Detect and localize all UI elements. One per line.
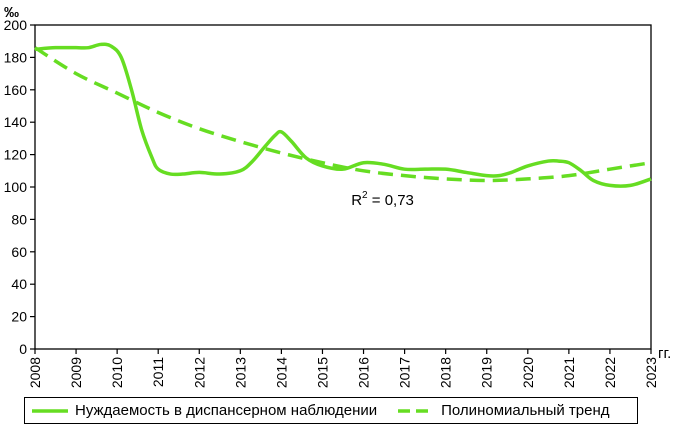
x-tick-label: 2020 bbox=[520, 357, 536, 388]
y-tick-label: 200 bbox=[4, 17, 28, 33]
r-squared-symbol: R bbox=[351, 192, 362, 209]
x-tick-label: 2009 bbox=[68, 357, 84, 388]
x-tick-label: 2011 bbox=[150, 357, 166, 387]
x-tick-label: 2015 bbox=[314, 357, 330, 388]
x-tick-label: 2021 bbox=[561, 357, 577, 388]
series-line-trend bbox=[34, 46, 652, 183]
r-squared-exponent: 2 bbox=[362, 190, 368, 201]
x-tick-label: 2008 bbox=[27, 357, 43, 388]
legend-item-dashed: Полиномиальный тренд bbox=[391, 402, 610, 419]
x-tick-label: 2014 bbox=[273, 357, 289, 388]
x-tick-label: 2018 bbox=[438, 357, 454, 388]
y-tick-label: 80 bbox=[11, 211, 27, 227]
x-tick-label: 2023 bbox=[643, 357, 659, 388]
x-tick-label: 2019 bbox=[479, 357, 495, 388]
axes: 0 20 40 60 80 100 120 140 160 180 200 2008 2009 2010 2… bbox=[4, 4, 672, 388]
y-tick-label: 120 bbox=[4, 147, 28, 163]
legend-swatch-dashed bbox=[398, 408, 435, 413]
x-tick-label: 2022 bbox=[602, 357, 618, 388]
legend-item-solid: Нуждаемость в диспансерном наблюдении bbox=[25, 402, 377, 419]
series-line-solid bbox=[34, 42, 652, 188]
y-axis-label: ‰ bbox=[4, 4, 19, 21]
y-tick-label: 60 bbox=[11, 244, 27, 260]
y-tick-label: 0 bbox=[19, 341, 27, 357]
y-tick-label: 160 bbox=[4, 82, 28, 98]
y-tick-label: 100 bbox=[4, 179, 28, 195]
x-tick-label: 2013 bbox=[232, 357, 248, 388]
x-tick-label: 2017 bbox=[397, 357, 413, 388]
y-tick-label: 180 bbox=[4, 49, 28, 65]
legend: Нуждаемость в диспансерном наблюдении По… bbox=[24, 397, 638, 424]
x-tick-label: 2010 bbox=[109, 357, 125, 388]
legend-label-solid: Нуждаемость в диспансерном наблюдении bbox=[75, 402, 378, 419]
annotation-layer: R2 = 0,73 bbox=[351, 190, 414, 209]
r-squared-annotation: R2 = 0,73 bbox=[351, 190, 414, 209]
legend-label-dashed: Полиномиальный тренд bbox=[441, 402, 610, 419]
x-tick-label: 2016 bbox=[356, 357, 372, 388]
legend-swatch-solid bbox=[32, 408, 68, 413]
r-squared-value: = 0,73 bbox=[368, 192, 414, 209]
y-tick-label: 40 bbox=[11, 276, 27, 292]
y-tick-label: 20 bbox=[11, 309, 27, 325]
y-tick-label: 140 bbox=[4, 114, 28, 130]
series-layer bbox=[34, 42, 652, 188]
x-tick-label: 2012 bbox=[191, 357, 207, 388]
x-axis-label: гг. bbox=[658, 345, 671, 362]
